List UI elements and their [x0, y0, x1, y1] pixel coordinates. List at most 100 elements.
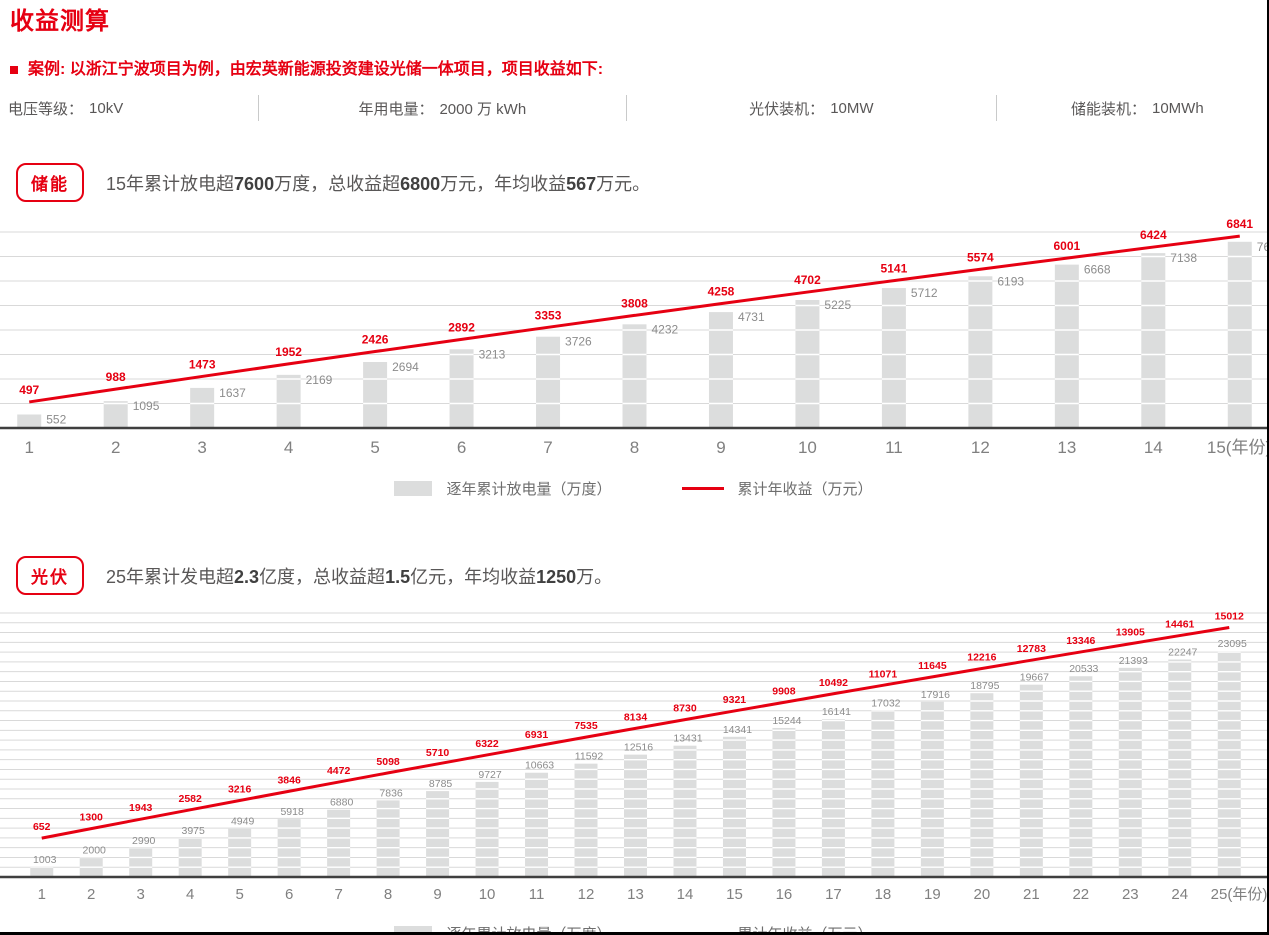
bar-year-5	[228, 828, 252, 877]
line-value-label: 6841	[1226, 217, 1253, 231]
bar-year-3	[190, 387, 215, 428]
bar-year-1	[17, 414, 42, 428]
case-text: 案例: 以浙江宁波项目为例，由宏英新能源投资建设光储一体项目，项目收益如下:	[28, 61, 604, 78]
bar-value-label: 2990	[132, 835, 156, 847]
x-tick-label: 16	[776, 886, 793, 903]
info-item-3: 储能装机： 10MWh	[995, 95, 1267, 121]
line-legend-label: 累计年收益（万元）	[737, 925, 873, 935]
info-bar: 电压等级： 10kV 年用电量： 2000 万 kWh 光伏装机： 10MW 储能装机： 10…	[0, 93, 1267, 123]
x-tick-label: 9	[716, 438, 725, 457]
line-value-label: 8730	[673, 703, 697, 715]
section-pv: 光伏 25年累计发电超2.3亿度，总收益超1.5亿元，年均收益1250万。	[16, 556, 1267, 595]
line-value-label: 1473	[189, 357, 216, 371]
bar-year-22	[1069, 676, 1093, 877]
x-tick-label: 1	[24, 438, 33, 457]
line-legend-label: 累计年收益（万元）	[737, 480, 873, 498]
line-value-label: 8134	[624, 711, 648, 723]
x-tick-label: 13	[627, 886, 644, 903]
line-value-label: 652	[33, 821, 51, 833]
bar-year-9	[426, 791, 450, 877]
info-item-2: 光伏装机： 10MW	[626, 95, 996, 121]
line-legend-swatch-icon	[681, 931, 724, 932]
bar-value-label: 5918	[280, 806, 304, 818]
bar-value-label: 11592	[575, 751, 604, 763]
bar-year-13	[624, 754, 647, 877]
bar-year-11	[881, 288, 906, 428]
line-value-label: 9908	[772, 685, 796, 697]
bar-value-label: 1003	[33, 854, 57, 866]
bar-value-label: 21393	[1119, 655, 1148, 667]
bar-year-10	[475, 781, 499, 877]
bar-legend-label: 逐年累计放电量（万度）	[446, 925, 612, 935]
info-value: 2000 万 kWh	[439, 100, 527, 118]
storage-chart: 5521095163721692694321337264232473152255…	[0, 217, 1269, 457]
bar-year-9	[708, 312, 733, 428]
x-tick-label: 3	[197, 438, 206, 457]
bar-value-label: 20533	[1069, 663, 1098, 675]
line-value-label: 1952	[275, 345, 302, 359]
line-value-label: 4702	[794, 273, 821, 287]
pv-legend: 逐年累计放电量（万度） 累计年收益（万元）	[0, 923, 1267, 935]
bar-value-label: 6880	[330, 797, 354, 809]
bar-year-24	[1168, 659, 1192, 877]
bar-value-label: 1637	[219, 386, 246, 400]
bar-year-5	[363, 361, 388, 428]
x-tick-label: 6	[285, 886, 293, 903]
bar-year-25	[1217, 651, 1241, 877]
line-value-label: 5710	[426, 747, 450, 759]
line-value-label: 11645	[918, 660, 947, 672]
line-value-label: 7535	[574, 720, 598, 732]
bar-value-label: 13431	[673, 733, 702, 745]
bar-value-label: 5225	[824, 298, 851, 312]
bar-year-3	[129, 847, 153, 877]
line-value-label: 14461	[1165, 619, 1194, 631]
case-line: 案例: 以浙江宁波项目为例，由宏英新能源投资建设光储一体项目，项目收益如下:	[10, 60, 1267, 80]
x-tick-label: 23	[1122, 886, 1139, 903]
storage-badge: 储能	[16, 163, 84, 202]
bar-value-label: 3975	[182, 825, 206, 837]
x-tick-label: 8	[630, 438, 639, 457]
pv-badge: 光伏	[16, 556, 84, 595]
storage-headline: 15年累计放电超7600万度，总收益超6800万元，年均收益567万元。	[106, 173, 651, 194]
x-tick-label: 13	[1057, 438, 1076, 457]
pv-headline: 25年累计发电超2.3亿度，总收益超1.5亿元，年均收益1250万。	[106, 566, 613, 587]
bar-year-14	[1141, 253, 1166, 428]
x-tick-label: 4	[186, 886, 194, 903]
x-tick-label: 14	[1144, 438, 1163, 457]
x-tick-label: 19	[924, 886, 941, 903]
bar-year-6	[449, 349, 474, 428]
line-value-label: 3808	[621, 296, 648, 310]
section-storage: 储能 15年累计放电超7600万度，总收益超6800万元，年均收益567万元。	[16, 163, 1267, 202]
x-tick-label: 1	[38, 886, 46, 903]
line-value-label: 5574	[967, 250, 994, 264]
bar-year-15	[1227, 241, 1252, 428]
bar-year-12	[574, 763, 598, 877]
bar-value-label: 7601	[1257, 240, 1269, 254]
bar-value-label: 7836	[379, 787, 403, 799]
bar-value-label: 14341	[723, 724, 752, 736]
bar-value-label: 10663	[525, 760, 554, 772]
x-tick-label: 11	[529, 886, 545, 903]
line-value-label: 3353	[535, 308, 562, 322]
bar-value-label: 6193	[997, 274, 1024, 288]
bar-year-4	[276, 374, 301, 428]
bar-year-2	[103, 401, 128, 428]
bar-year-15	[722, 736, 746, 877]
x-tick-label: 15	[726, 886, 743, 903]
x-tick-label: 18	[875, 886, 892, 903]
page-title: 收益测算	[10, 8, 110, 35]
bar-value-label: 1095	[133, 399, 160, 413]
bar-value-label: 16141	[822, 706, 851, 718]
x-tick-label: 15(年份)	[1207, 438, 1269, 457]
bar-value-label: 18795	[970, 680, 999, 692]
bar-year-14	[673, 745, 697, 877]
bar-year-21	[1019, 684, 1043, 877]
x-tick-label: 10	[798, 438, 817, 457]
bar-year-13	[1054, 264, 1079, 428]
line-value-label: 3846	[277, 774, 301, 786]
bar-value-label: 8785	[429, 778, 453, 790]
line-value-label: 5098	[376, 756, 400, 768]
x-tick-label: 11	[885, 438, 903, 457]
x-tick-label: 22	[1072, 886, 1089, 903]
x-tick-label: 3	[137, 886, 145, 903]
